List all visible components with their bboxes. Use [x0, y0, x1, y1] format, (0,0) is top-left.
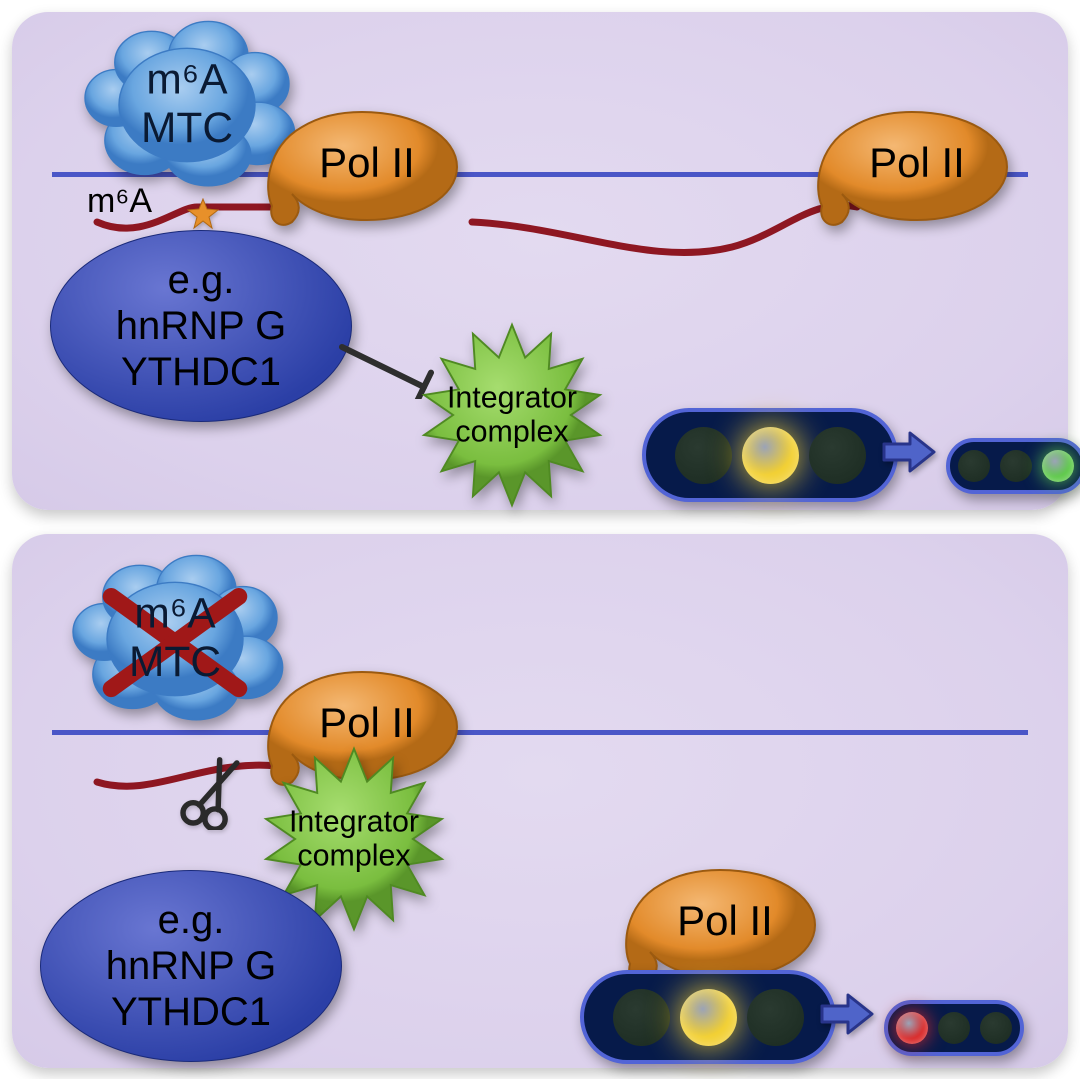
pol-ii-elongating: Pol II	[812, 102, 1012, 232]
svg-text:complex: complex	[297, 839, 410, 873]
svg-text:Integrator: Integrator	[447, 380, 577, 414]
svg-text:Pol II: Pol II	[677, 897, 773, 944]
svg-text:Pol II: Pol II	[319, 699, 415, 746]
svg-text:MTC: MTC	[129, 639, 221, 686]
text: hnRNP G	[106, 943, 276, 989]
m6a-reader-complex-inactive: e.g. hnRNP G YTHDC1	[40, 870, 342, 1062]
arrow-right-icon	[882, 430, 936, 474]
traffic-light-paused	[642, 408, 898, 502]
traffic-light-go	[946, 438, 1080, 494]
text: e.g.	[106, 897, 276, 943]
panel-without-m6a: m⁶A MTC Pol II	[12, 534, 1068, 1068]
svg-text:m⁶A: m⁶A	[134, 591, 216, 638]
m6a-reader-complex: e.g. hnRNP G YTHDC1	[50, 230, 352, 422]
svg-text:MTC: MTC	[141, 105, 233, 152]
m6a-mtc-cloud-disabled: m⁶A MTC	[60, 554, 290, 724]
svg-text:Pol II: Pol II	[319, 139, 415, 186]
panel-with-m6a: m⁶A m⁶A MTC	[12, 12, 1068, 510]
svg-text:complex: complex	[455, 415, 568, 449]
pol-ii-promoter-proximal: Pol II	[262, 102, 462, 232]
text: YTHDC1	[106, 989, 276, 1035]
svg-text:Pol II: Pol II	[869, 139, 965, 186]
text: YTHDC1	[116, 349, 286, 395]
text: e.g.	[116, 257, 286, 303]
traffic-light-stop	[884, 1000, 1024, 1056]
arrow-right-icon	[820, 992, 874, 1036]
integrator-complex: Integrator complex	[382, 320, 642, 510]
text: hnRNP G	[116, 303, 286, 349]
m6a-star-icon	[187, 198, 219, 230]
traffic-light-paused	[580, 970, 836, 1064]
svg-text:m⁶A: m⁶A	[146, 57, 228, 104]
svg-text:Integrator: Integrator	[289, 804, 419, 838]
